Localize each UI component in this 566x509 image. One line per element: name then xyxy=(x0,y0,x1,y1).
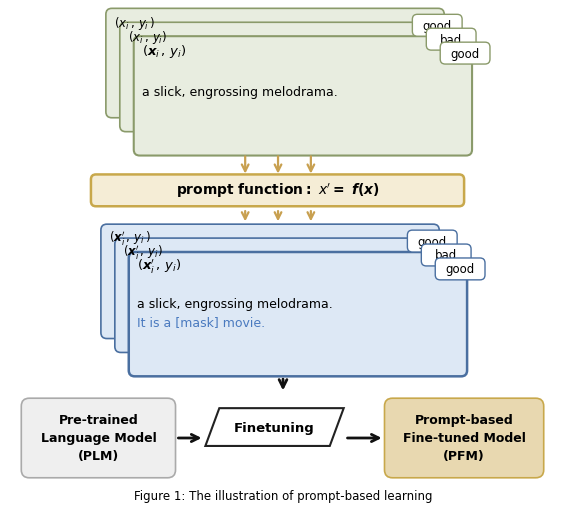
Text: a slick, engrossing melodrama.: a slick, engrossing melodrama. xyxy=(137,298,332,310)
Text: $(\boldsymbol{x}^{\prime}_{i}\,,\,\mathit{y}_{i})$: $(\boldsymbol{x}^{\prime}_{i}\,,\,\mathi… xyxy=(123,243,163,262)
FancyBboxPatch shape xyxy=(440,43,490,65)
Text: Finetuning: Finetuning xyxy=(234,421,315,434)
Text: Figure 1: The illustration of prompt-based learning: Figure 1: The illustration of prompt-bas… xyxy=(134,489,432,502)
FancyBboxPatch shape xyxy=(91,175,464,207)
Text: good: good xyxy=(418,235,447,248)
Text: Pre-trained
Language Model
(PLM): Pre-trained Language Model (PLM) xyxy=(41,414,156,463)
Text: $(\boldsymbol{x}^{\prime}_{i}\,,\,\mathit{y}_{i}\,)$: $(\boldsymbol{x}^{\prime}_{i}\,,\,\mathi… xyxy=(109,230,151,248)
FancyBboxPatch shape xyxy=(435,259,485,280)
FancyBboxPatch shape xyxy=(426,29,476,51)
Text: Prompt-based
Fine-tuned Model
(PFM): Prompt-based Fine-tuned Model (PFM) xyxy=(402,414,526,463)
FancyBboxPatch shape xyxy=(134,37,472,156)
Text: good: good xyxy=(423,20,452,33)
FancyBboxPatch shape xyxy=(128,252,467,377)
FancyBboxPatch shape xyxy=(115,239,453,353)
Text: $(\mathit{x}_{i}\,,\,\mathit{y}_{i}\,)$: $(\mathit{x}_{i}\,,\,\mathit{y}_{i}\,)$ xyxy=(114,15,155,32)
FancyBboxPatch shape xyxy=(384,399,544,478)
Text: $(\boldsymbol{x}_{i}\,,\,y_{i})$: $(\boldsymbol{x}_{i}\,,\,y_{i})$ xyxy=(142,43,186,60)
Text: It is a [mask] movie.: It is a [mask] movie. xyxy=(137,316,265,328)
Text: $(\mathit{x}_{i}\,,\,\mathit{y}_{i})$: $(\mathit{x}_{i}\,,\,\mathit{y}_{i})$ xyxy=(128,29,167,46)
FancyBboxPatch shape xyxy=(101,224,439,339)
FancyBboxPatch shape xyxy=(120,23,458,132)
Text: good: good xyxy=(451,47,480,61)
Text: bad: bad xyxy=(435,249,457,262)
FancyBboxPatch shape xyxy=(22,399,175,478)
FancyBboxPatch shape xyxy=(413,15,462,37)
Polygon shape xyxy=(205,408,344,446)
Text: $\mathbf{prompt\ function:}\ \boldsymbol{x' =}\ \boldsymbol{f(x)}$: $\mathbf{prompt\ function:}\ \boldsymbol… xyxy=(175,182,380,200)
Text: bad: bad xyxy=(440,34,462,47)
Text: $(\boldsymbol{x}^{\prime}_{i}\,,\,y_{i})$: $(\boldsymbol{x}^{\prime}_{i}\,,\,y_{i})… xyxy=(137,258,181,275)
Text: good: good xyxy=(445,263,475,276)
FancyBboxPatch shape xyxy=(408,231,457,252)
FancyBboxPatch shape xyxy=(106,9,444,119)
FancyBboxPatch shape xyxy=(421,244,471,266)
Text: a slick, engrossing melodrama.: a slick, engrossing melodrama. xyxy=(142,86,337,99)
